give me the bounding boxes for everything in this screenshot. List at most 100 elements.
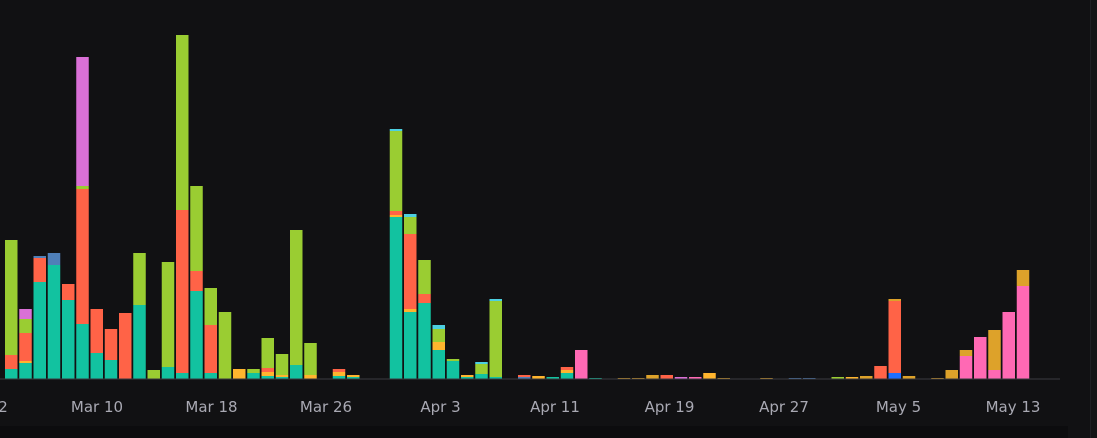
bottom-strip	[0, 426, 1068, 438]
bar-2024-05-11-pink	[988, 370, 1001, 379]
bar-2024-04-01-lime	[418, 260, 431, 294]
x-tick-label-partial: 2	[0, 398, 8, 416]
bar-2024-04-11-coral	[560, 367, 574, 370]
bar-2024-04-20-pink	[689, 377, 702, 379]
bar-2024-03-22-lime	[275, 354, 289, 375]
bar-2024-03-03-teal	[5, 369, 18, 379]
bar-2024-03-07-teal	[62, 300, 75, 379]
x-axis-ticks: Mar 10 Mar 18 Mar 26 Apr 3 Apr 11 Apr 19 Apr 2…	[0, 398, 1040, 416]
bar-2024-05-04-blue	[888, 373, 901, 379]
bar-2024-03-17-lime	[204, 288, 217, 325]
bar-2024-03-10-teal	[104, 360, 118, 379]
bar-2024-05-09-amber	[959, 350, 973, 356]
bar-2024-03-12-lime	[133, 253, 146, 305]
x-tick-label: Apr 11	[530, 398, 580, 416]
bar-2024-03-30-lime	[389, 131, 403, 211]
bar-2024-05-04-coral	[888, 301, 901, 373]
bar-2024-03-05-coral	[33, 258, 46, 282]
bar-2024-04-17-amber	[646, 375, 659, 379]
bar-2024-05-13-amber	[1016, 270, 1030, 286]
bar-2024-04-02-teal	[432, 350, 445, 379]
x-tick-label: Apr 27	[759, 398, 809, 416]
bar-2024-03-21-teal	[261, 376, 274, 379]
right-edge-strip	[1090, 0, 1097, 438]
bar-2024-04-05-teal	[475, 374, 488, 379]
bar-2024-03-15-teal	[176, 373, 189, 379]
bar-2024-04-05-lime	[475, 364, 488, 374]
bar-2024-04-09-gold	[532, 376, 545, 379]
bar-2024-05-05-amber	[902, 376, 916, 379]
bar-2024-03-05-teal	[33, 282, 46, 379]
bar-2024-04-11-gold	[560, 370, 574, 373]
bar-2024-05-13-pink	[1016, 286, 1030, 379]
bar-2024-03-08-orchid	[76, 57, 89, 186]
bar-2024-03-31-cyan	[404, 214, 417, 217]
bar-2024-03-11-coral	[119, 313, 132, 379]
bar-2024-03-16-lime	[190, 186, 203, 271]
bar-2024-05-01-gold	[845, 377, 859, 379]
bar-2024-03-22-teal	[275, 377, 289, 379]
bar-2024-03-12-teal	[133, 305, 146, 379]
bar-2024-03-16-teal	[190, 291, 203, 379]
bar-2024-03-10-coral	[104, 329, 118, 360]
bar-2024-04-03-lime	[446, 359, 460, 361]
bar-2024-03-04-coral	[19, 333, 32, 361]
x-tick-label: May 5	[876, 398, 921, 416]
bar-2024-03-27-teal	[347, 377, 360, 379]
bar-2024-03-31-coral	[404, 234, 417, 309]
bar-2024-04-04-teal	[461, 377, 474, 379]
bar-2024-04-02-lime	[432, 329, 445, 342]
bar-2024-05-12-pink	[1002, 312, 1015, 379]
bar-2024-05-03-coral	[874, 366, 887, 379]
bar-2024-04-05-cyan	[475, 362, 488, 364]
bar-2024-03-31-lime	[404, 217, 417, 234]
bar-2024-03-15-coral	[176, 210, 189, 373]
bar-2024-03-30-teal	[389, 217, 403, 379]
bar-2024-03-04-orchid	[19, 309, 32, 319]
x-tick-label: Mar 26	[300, 398, 352, 416]
bar-2024-03-05-steelblue	[33, 256, 46, 258]
bar-2024-03-19-gold	[233, 369, 246, 379]
bar-2024-04-06-teal	[489, 377, 502, 379]
bar-2024-04-01-teal	[418, 303, 431, 379]
bar-2024-03-16-coral	[190, 271, 203, 291]
bar-2024-04-02-cyan	[432, 325, 445, 329]
bar-2024-05-08-amber	[945, 370, 958, 379]
x-tick-label: Apr 3	[420, 398, 460, 416]
bar-2024-03-06-steelblue	[47, 253, 61, 265]
bar-2024-04-06-lime	[489, 301, 502, 377]
bars-layer	[5, 35, 1030, 379]
x-tick-label: Mar 10	[71, 398, 123, 416]
bar-2024-03-31-gold	[404, 309, 417, 312]
bar-2024-03-09-teal	[90, 353, 103, 379]
bar-2024-03-24-lime	[304, 343, 317, 375]
bar-2024-03-04-teal	[19, 363, 32, 379]
x-tick-label: Mar 18	[185, 398, 237, 416]
bar-2024-03-26-gold	[332, 372, 346, 376]
bar-2024-04-18-coral	[660, 375, 673, 379]
bar-2024-04-12-pink	[575, 350, 588, 379]
bar-2024-03-26-coral	[332, 369, 346, 372]
bar-2024-03-30-coral	[389, 211, 403, 215]
bar-2024-03-20-lime	[247, 369, 260, 373]
bar-2024-04-08-steelblue	[518, 377, 531, 379]
bar-2024-03-21-lime	[261, 338, 274, 368]
bar-2024-03-21-gold	[261, 372, 274, 376]
bar-2024-03-20-teal	[247, 373, 260, 379]
bar-2024-03-13-lime	[147, 370, 160, 379]
bar-2024-03-23-teal	[290, 365, 303, 379]
bar-2024-03-24-gold	[304, 375, 317, 379]
bar-2024-03-14-lime	[161, 262, 175, 367]
bar-2024-03-17-teal	[204, 373, 217, 379]
bar-2024-03-04-lime	[19, 319, 32, 333]
bar-2024-04-04-gold	[461, 375, 474, 377]
bar-2024-03-04-gold	[19, 361, 32, 363]
bar-2024-05-10-pink	[974, 337, 987, 379]
bar-2024-03-14-teal	[161, 367, 175, 379]
bar-2024-05-11-amber	[988, 330, 1001, 370]
bar-2024-03-08-lime	[76, 186, 89, 189]
bar-2024-03-26-teal	[332, 376, 346, 379]
bar-2024-03-08-coral	[76, 189, 89, 324]
bar-2024-03-08-teal	[76, 324, 89, 379]
